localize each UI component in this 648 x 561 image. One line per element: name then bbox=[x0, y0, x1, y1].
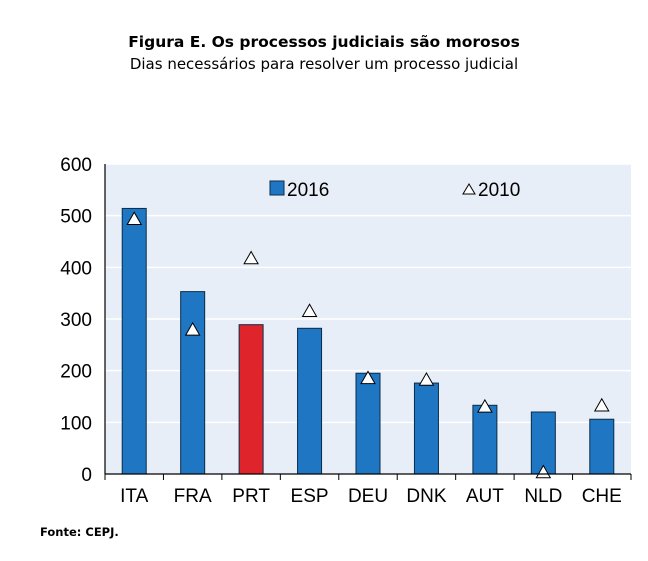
bar-deu bbox=[355, 372, 381, 475]
y-tick-label: 500 bbox=[60, 207, 92, 228]
source-note: Fonte: CEPJ. bbox=[40, 525, 119, 539]
x-tick-label: DEU bbox=[348, 486, 388, 507]
legend-label-2010: 2010 bbox=[478, 180, 520, 201]
marker-2010-dnk bbox=[418, 371, 435, 386]
y-tick-labels: 0 100 200 300 400 500 600 bbox=[60, 155, 92, 486]
marker-2010-ita bbox=[126, 211, 143, 226]
y-tick-label: 200 bbox=[60, 362, 92, 383]
y-tick-label: 100 bbox=[60, 413, 92, 434]
y-tick-label: 600 bbox=[60, 155, 92, 176]
bar-esp bbox=[297, 327, 323, 475]
bar-dnk bbox=[413, 382, 439, 475]
x-tick-label: ESP bbox=[291, 486, 329, 507]
marker-2010-nld bbox=[535, 464, 552, 479]
y-tick-label: 300 bbox=[60, 310, 92, 331]
legend: 2016 2010 bbox=[269, 180, 520, 201]
x-tick-label: AUT bbox=[466, 486, 504, 507]
x-tick-label: FRA bbox=[174, 486, 212, 507]
legend-swatch-2016 bbox=[269, 180, 285, 196]
markers-2010 bbox=[126, 211, 610, 479]
bar-fra bbox=[180, 291, 206, 475]
x-tick-labels: ITA FRA PRT ESP DEU DNK AUT NLD CHE bbox=[120, 486, 622, 507]
marker-2010-deu bbox=[360, 370, 376, 385]
x-tick-label: NLD bbox=[524, 486, 562, 507]
bars-2016 bbox=[121, 207, 615, 475]
legend-swatch-2010 bbox=[462, 183, 476, 195]
legend-label-2016: 2016 bbox=[287, 180, 329, 201]
x-tick-label: PRT bbox=[232, 486, 270, 507]
x-tick-label: DNK bbox=[406, 486, 446, 507]
marker-2010-fra bbox=[184, 321, 201, 336]
bar-ita bbox=[121, 207, 147, 475]
x-tick-label: ITA bbox=[120, 486, 148, 507]
bar-aut bbox=[472, 404, 498, 475]
marker-2010-prt bbox=[243, 250, 259, 265]
marker-2010-esp bbox=[301, 303, 318, 317]
bar-che bbox=[589, 418, 615, 475]
y-tick-label: 0 bbox=[81, 465, 92, 486]
bar-prt bbox=[238, 324, 264, 475]
y-tick-label: 400 bbox=[60, 258, 92, 279]
marker-2010-che bbox=[593, 397, 610, 412]
x-tick-label: CHE bbox=[582, 486, 622, 507]
marker-2010-aut bbox=[477, 398, 493, 413]
chart-subtitle: Dias necessários para resolver um proces… bbox=[129, 55, 519, 73]
axes bbox=[104, 164, 632, 480]
chart-title: Figura E. Os processos judiciais são mor… bbox=[128, 33, 520, 51]
